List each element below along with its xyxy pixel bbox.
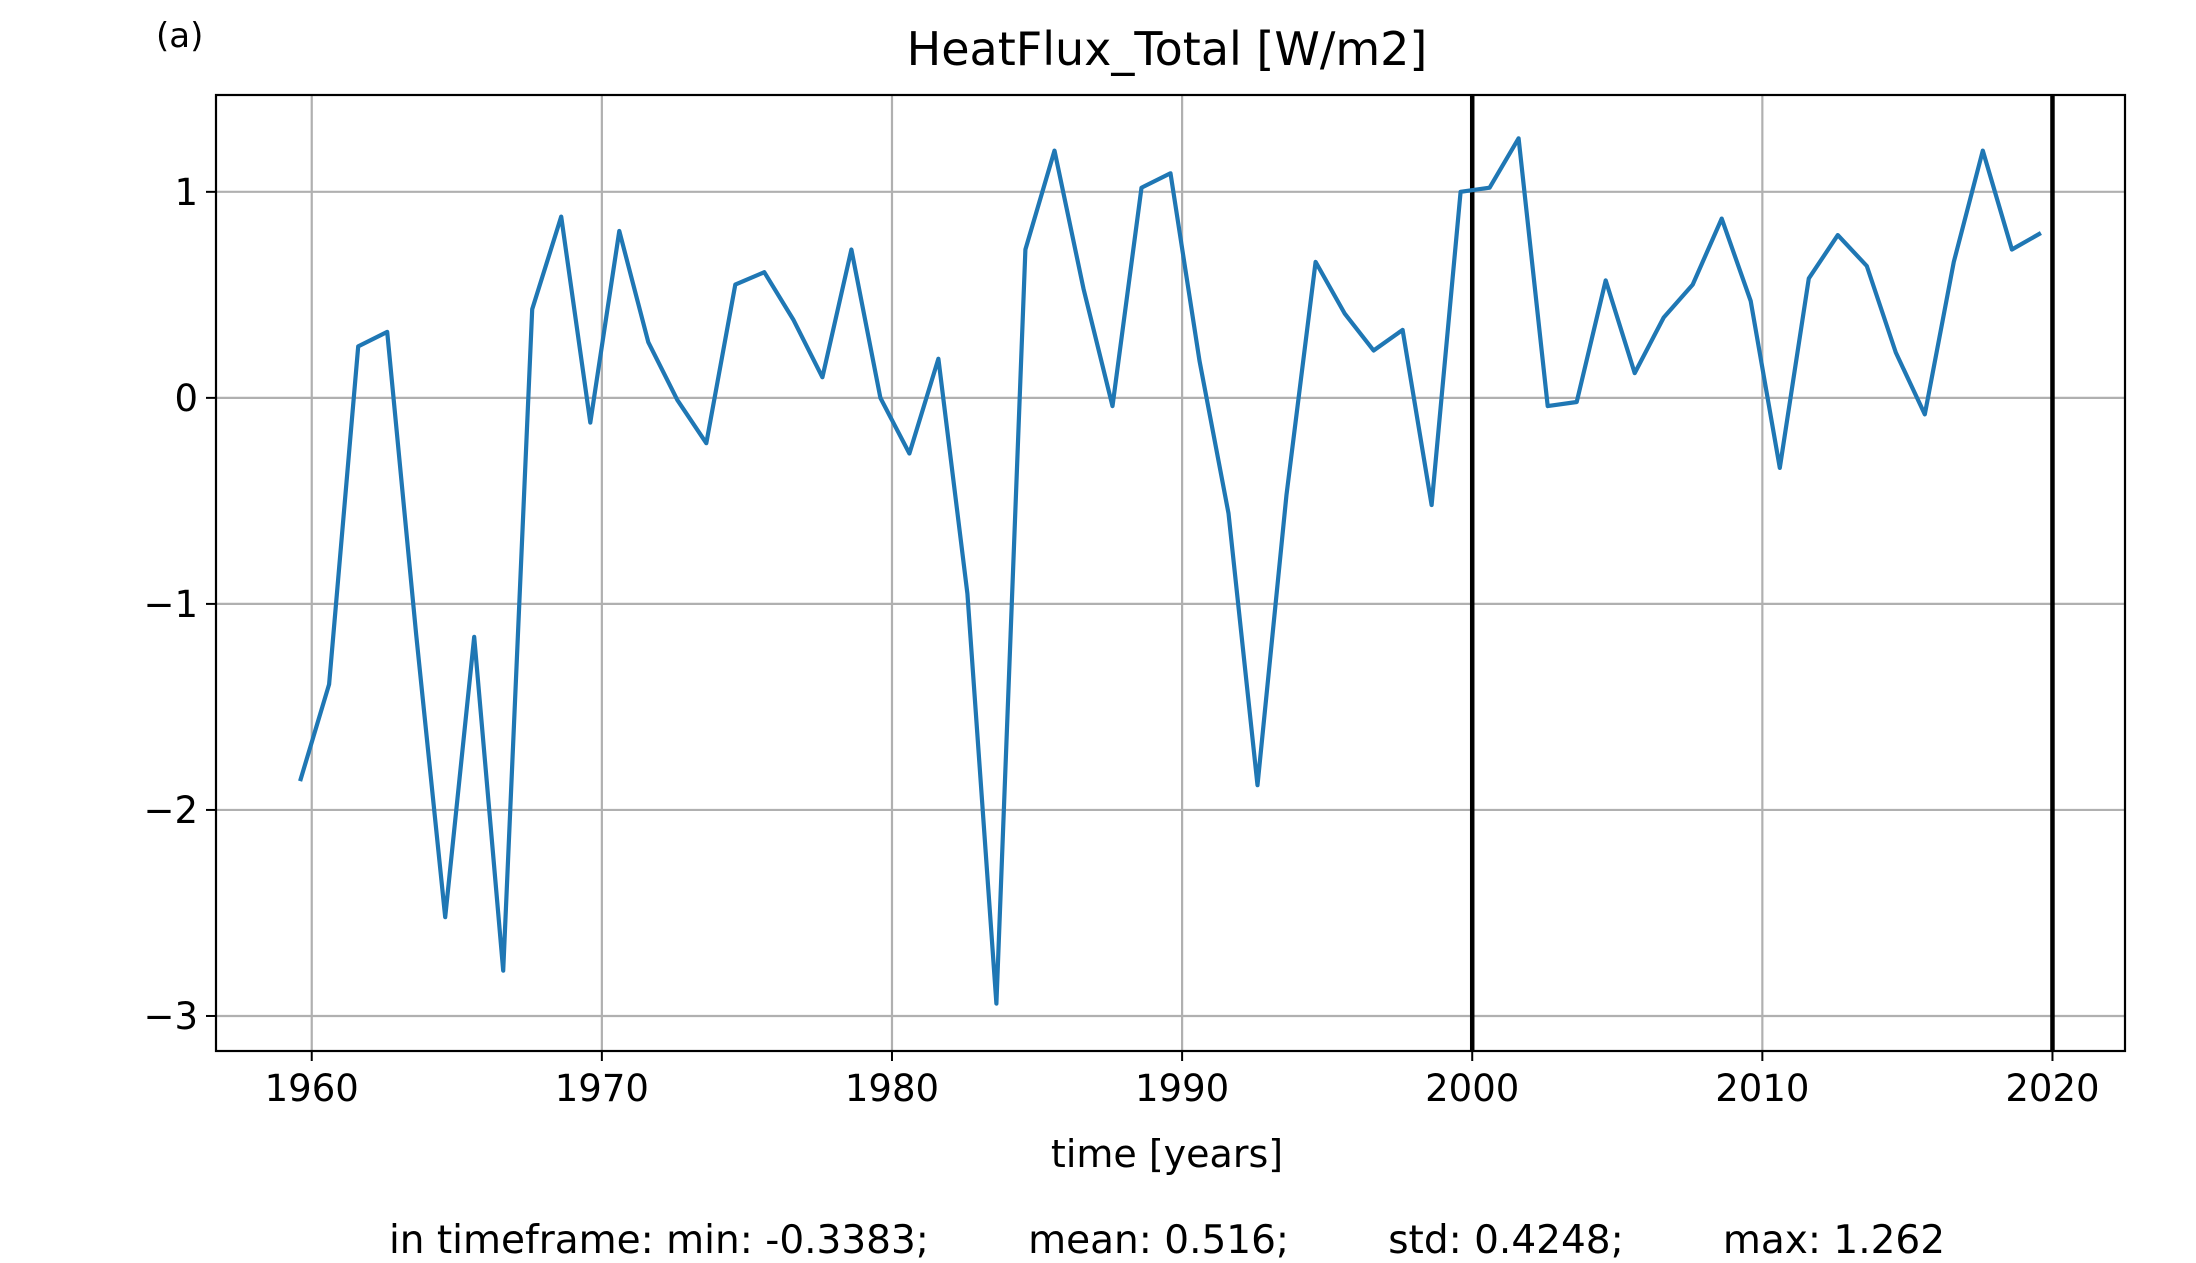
y-axis-ticks: 1 0 −1 −2 −3: [143, 171, 216, 1038]
y-tick-label: 1: [174, 171, 198, 214]
y-tick-label: 0: [174, 377, 198, 420]
x-tick-label: 1960: [265, 1067, 359, 1110]
x-axis-ticks: 1960 1970 1980 1990 2000 2010 2020: [265, 1051, 2100, 1110]
series-layer: [298, 136, 2042, 1006]
grid-lines: [216, 95, 2125, 1051]
x-tick-label: 1990: [1135, 1067, 1229, 1110]
x-axis-label: time [years]: [1051, 1132, 1283, 1176]
x-tick-label: 2010: [1715, 1067, 1809, 1110]
panel-label: (a): [156, 16, 203, 56]
x-tick-label: 2000: [1425, 1067, 1519, 1110]
x-tick-label: 1970: [555, 1067, 649, 1110]
y-tick-label: −2: [143, 789, 198, 832]
chart-title: HeatFlux_Total [W/m2]: [907, 22, 1428, 76]
stats-annotation: in timeframe: min: -0.3383; mean: 0.516;…: [389, 1218, 1945, 1263]
y-tick-label: −3: [143, 995, 198, 1038]
series-line: [298, 136, 2042, 1006]
x-tick-label: 1980: [845, 1067, 939, 1110]
y-tick-label: −1: [143, 583, 198, 626]
reference-lines: [1469, 95, 2055, 1051]
x-tick-label: 2020: [2005, 1067, 2099, 1110]
plot-area: 1960 1970 1980 1990 2000 2010 2020 1 0 −1 −2 −3: [143, 93, 2127, 1110]
axes-frame: [214, 93, 2127, 1053]
